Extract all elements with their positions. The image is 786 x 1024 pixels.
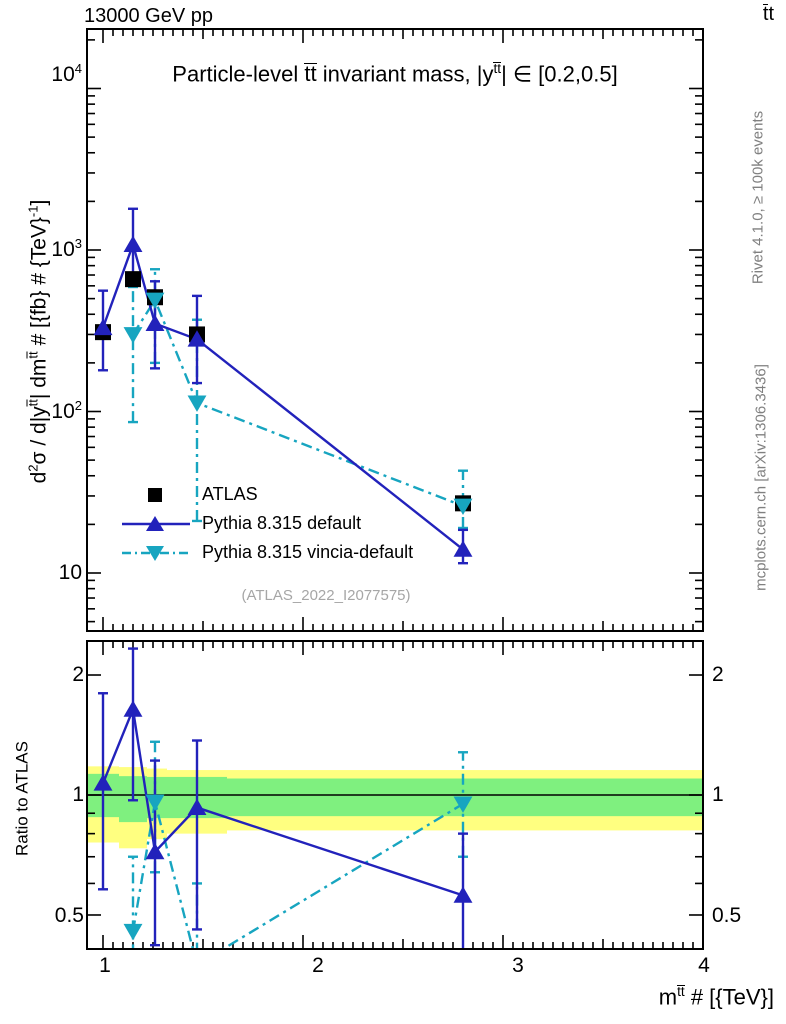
default-ratio-marker-2 [145, 842, 165, 860]
default-ratio-marker-1 [123, 700, 143, 717]
legend-key-solid-up-triangle [120, 512, 192, 536]
x-tick-3: 3 [512, 954, 524, 977]
title-mid: invariant mass, |y [316, 61, 494, 87]
vincia-ratio-marker-2 [145, 794, 165, 812]
xlab-m: m [658, 984, 678, 1010]
y-tick-1000: 103 [51, 236, 82, 261]
ratio-tick-1-left: 1 [72, 783, 84, 806]
legend-item-default: Pythia 8.315 default [120, 509, 413, 538]
vincia-ratio-line [131, 801, 464, 949]
default-marker-3 [187, 330, 207, 347]
y-tick-10: 10 [58, 561, 82, 584]
default-marker-1 [123, 235, 143, 252]
default-ratio-marker-0 [93, 774, 113, 791]
vincia-marker-3 [187, 395, 207, 412]
main-frame-border [86, 28, 704, 632]
ratio-tick-05-right: 0.5 [712, 904, 742, 927]
ratio-frame-border [86, 640, 704, 950]
x-tick-2: 2 [312, 954, 324, 977]
legend-key-dashdot-down-triangle [120, 541, 192, 565]
ratio-tick-05-left: 0.5 [54, 904, 84, 927]
xlab-unit: # [{TeV}] [684, 984, 774, 1010]
title-post: | ∈ [0.2,0.5] [501, 61, 618, 87]
x-tick-4: 4 [698, 954, 710, 977]
x-axis-label: mt t # [{TeV}] [658, 984, 774, 1010]
default-ratio-marker-3 [187, 798, 207, 815]
legend-label-atlas: ATLAS [202, 484, 258, 504]
title-pre: Particle-level [172, 61, 305, 87]
x-tick-1: 1 [99, 954, 111, 977]
vincia-ratio-marker-3 [188, 957, 207, 973]
ratio-tick-1-right: 1 [712, 783, 724, 806]
vincia-ratio-marker-4 [453, 796, 473, 813]
vincia-marker-1 [123, 327, 143, 344]
legend-label-vincia: Pythia 8.315 vincia-default [202, 542, 414, 562]
legend: ATLAS Pythia 8.315 default Pythia 8.315 … [120, 480, 413, 567]
vincia-marker-2 [145, 292, 165, 310]
default-ratio-marker-4 [453, 886, 473, 903]
ratio-tick-2-right: 2 [712, 663, 724, 686]
default-marker-0 [93, 318, 113, 336]
legend-key-square-marker [120, 483, 192, 507]
legend-item-atlas: ATLAS [120, 480, 413, 509]
legend-item-vincia: Pythia 8.315 vincia-default [120, 538, 413, 567]
beam-energy-label: 13000 GeV pp [84, 5, 213, 27]
default-marker-2 [145, 314, 165, 332]
y-tick-100: 102 [51, 398, 82, 423]
vincia-marker-4 [453, 498, 473, 515]
y-tick-10000: 104 [51, 61, 82, 86]
atlas-marker-1 [125, 271, 141, 288]
legend-label-default: Pythia 8.315 default [202, 513, 362, 533]
analysis-id-watermark: (ATLAS_2022_I2077575) [241, 587, 411, 604]
default-marker-4 [453, 540, 473, 557]
ratio-tick-2-left: 2 [72, 663, 84, 686]
vincia-main-line [131, 297, 464, 508]
vincia-ratio-marker-1 [123, 923, 143, 941]
